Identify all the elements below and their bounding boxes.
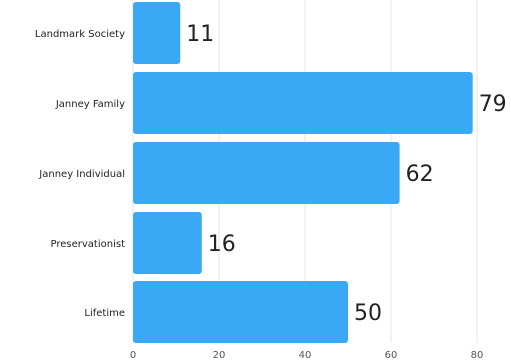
bar-lifetime [133, 281, 348, 343]
category-label: Landmark Society [35, 29, 125, 40]
data-label: 50 [354, 301, 382, 326]
bar-preservationist [133, 212, 202, 274]
x-tick-label: 80 [471, 350, 484, 361]
category-label: Janney Family [55, 99, 125, 110]
category-label: Lifetime [84, 308, 125, 319]
x-axis: 0 20 40 60 80 [130, 350, 484, 361]
x-tick-label: 20 [213, 350, 226, 361]
x-tick-label: 40 [299, 350, 312, 361]
bars [133, 2, 473, 343]
data-label: 11 [186, 22, 214, 47]
data-label: 16 [208, 232, 236, 257]
bar-landmark-society [133, 2, 181, 64]
labels: Landmark Society 11 Janney Family 79 Janney … [35, 22, 507, 326]
x-tick-label: 0 [130, 350, 136, 361]
category-label: Preservationist [51, 239, 126, 250]
bar-janney-family [133, 72, 473, 134]
data-label: 62 [406, 162, 434, 187]
x-tick-label: 60 [385, 350, 398, 361]
bar-janney-individual [133, 142, 400, 204]
category-label: Janney Individual [38, 169, 125, 180]
data-label: 79 [479, 92, 507, 117]
